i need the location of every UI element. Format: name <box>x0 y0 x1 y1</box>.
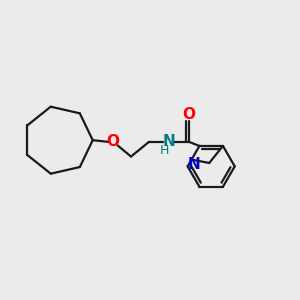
Text: O: O <box>106 134 119 149</box>
Text: O: O <box>182 107 195 122</box>
Text: H: H <box>160 145 169 158</box>
Text: N: N <box>162 134 175 149</box>
Text: N: N <box>187 157 200 172</box>
